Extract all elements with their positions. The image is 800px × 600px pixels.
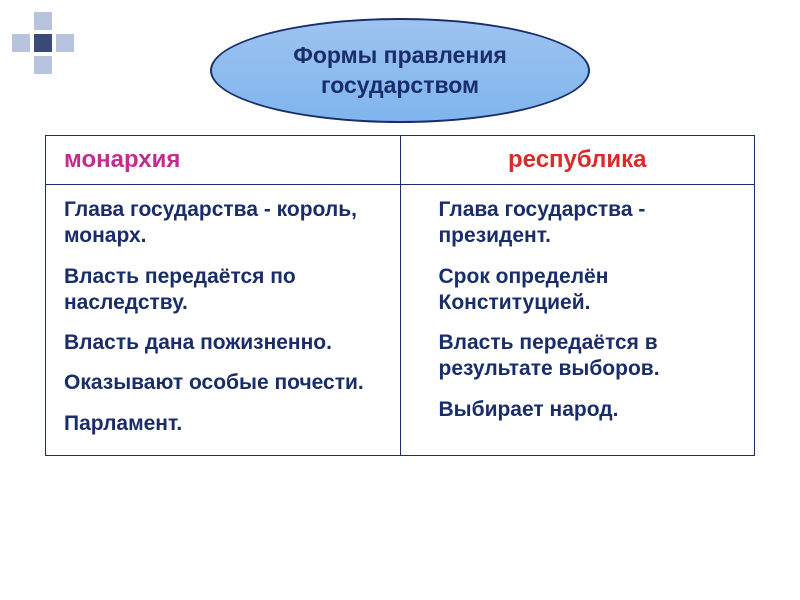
title-line-2: государством — [321, 71, 479, 101]
column-header-right: республика — [419, 146, 737, 174]
list-item: Власть передаётся по наследству. — [64, 264, 382, 317]
body-cell-monarchy: Глава государства - король, монарх. Влас… — [46, 185, 401, 456]
monarchy-content: Глава государства - король, монарх. Влас… — [64, 197, 382, 437]
title-line-1: Формы правления — [293, 41, 507, 71]
list-item: Парламент. — [64, 411, 382, 437]
table-body-row: Глава государства - король, монарх. Влас… — [46, 185, 755, 456]
list-item: Выбирает народ. — [439, 397, 737, 423]
header-cell-republic: республика — [400, 136, 755, 185]
corner-decoration — [12, 12, 74, 74]
republic-content: Глава государства - президент. Срок опре… — [419, 197, 737, 423]
title-oval: Формы правления государством — [210, 18, 590, 123]
table-header-row: монархия республика — [46, 136, 755, 185]
column-header-left: монархия — [64, 146, 382, 174]
list-item: Глава государства - президент. — [439, 197, 737, 250]
list-item: Глава государства - король, монарх. — [64, 197, 382, 250]
list-item: Срок определён Конституцией. — [439, 264, 737, 317]
list-item: Власть передаётся в результате выборов. — [439, 330, 737, 383]
header-cell-monarchy: монархия — [46, 136, 401, 185]
list-item: Оказывают особые почести. — [64, 370, 382, 396]
list-item: Власть дана пожизненно. — [64, 330, 382, 356]
body-cell-republic: Глава государства - президент. Срок опре… — [400, 185, 755, 456]
comparison-table: монархия республика Глава государства - … — [45, 135, 755, 456]
